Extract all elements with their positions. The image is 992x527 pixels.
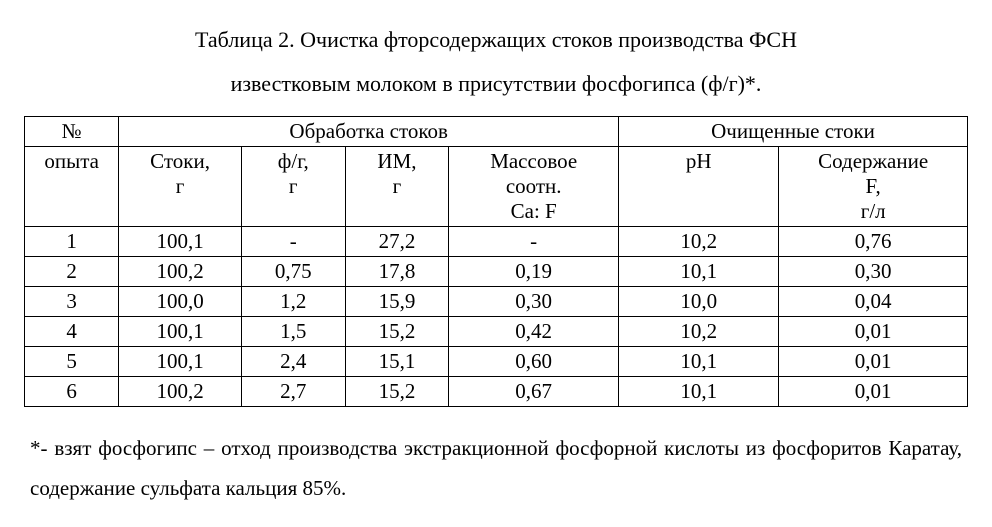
- cell-n: 5: [25, 347, 119, 377]
- hdr-col-d-l3: Ca: F: [511, 199, 557, 223]
- hdr-treatment: Обработка стоков: [119, 117, 619, 147]
- cell-b: 1,5: [241, 317, 345, 347]
- cell-b: 0,75: [241, 257, 345, 287]
- footnote: *- взят фосфогипс – отход производства э…: [24, 429, 968, 509]
- table-row: 3 100,0 1,2 15,9 0,30 10,0 0,04: [25, 287, 968, 317]
- cell-n: 4: [25, 317, 119, 347]
- table-row: 6 100,2 2,7 15,2 0,67 10,1 0,01: [25, 377, 968, 407]
- cell-e: 10,2: [619, 317, 779, 347]
- hdr-col-d-l1: Массовое: [490, 149, 577, 173]
- table-row: 5 100,1 2,4 15,1 0,60 10,1 0,01: [25, 347, 968, 377]
- cell-d: 0,19: [449, 257, 619, 287]
- hdr-col-f-l1: Содержание: [818, 149, 928, 173]
- header-row-2: опыта Стоки, г ф/г, г ИМ, г Массовое соо…: [25, 147, 968, 227]
- cell-e: 10,2: [619, 227, 779, 257]
- hdr-exp-no-1: №: [25, 117, 119, 147]
- cell-n: 6: [25, 377, 119, 407]
- cell-c: 17,8: [345, 257, 449, 287]
- cell-d: -: [449, 227, 619, 257]
- cell-e: 10,1: [619, 347, 779, 377]
- cell-a: 100,1: [119, 317, 242, 347]
- cell-b: 2,4: [241, 347, 345, 377]
- cell-f: 0,04: [779, 287, 968, 317]
- hdr-col-f: Содержание F, г/л: [779, 147, 968, 227]
- title-line-1: Таблица 2. Очистка фторсодержащих стоков…: [195, 27, 797, 52]
- cell-a: 100,2: [119, 257, 242, 287]
- cell-e: 10,1: [619, 377, 779, 407]
- hdr-col-b: ф/г, г: [241, 147, 345, 227]
- hdr-col-e: pH: [619, 147, 779, 227]
- cell-n: 1: [25, 227, 119, 257]
- hdr-col-a-l2: г: [176, 174, 185, 198]
- cell-e: 10,0: [619, 287, 779, 317]
- cell-d: 0,60: [449, 347, 619, 377]
- cell-c: 15,9: [345, 287, 449, 317]
- cell-a: 100,0: [119, 287, 242, 317]
- cell-n: 3: [25, 287, 119, 317]
- hdr-col-f-l3: г/л: [861, 199, 886, 223]
- hdr-col-d-l2: соотн.: [506, 174, 562, 198]
- hdr-col-d: Массовое соотн. Ca: F: [449, 147, 619, 227]
- table-row: 2 100,2 0,75 17,8 0,19 10,1 0,30: [25, 257, 968, 287]
- hdr-purified: Очищенные стоки: [619, 117, 968, 147]
- cell-a: 100,1: [119, 227, 242, 257]
- hdr-col-b-l1: ф/г,: [278, 149, 309, 173]
- hdr-col-e-l1: pH: [686, 149, 712, 173]
- hdr-col-c-l1: ИМ,: [377, 149, 416, 173]
- cell-e: 10,1: [619, 257, 779, 287]
- hdr-col-a-l1: Стоки,: [150, 149, 210, 173]
- table-row: 1 100,1 - 27,2 - 10,2 0,76: [25, 227, 968, 257]
- cell-b: 1,2: [241, 287, 345, 317]
- hdr-col-c-l2: г: [393, 174, 402, 198]
- table-title: Таблица 2. Очистка фторсодержащих стоков…: [24, 18, 968, 106]
- cell-f: 0,30: [779, 257, 968, 287]
- hdr-col-b-l2: г: [289, 174, 298, 198]
- cell-b: 2,7: [241, 377, 345, 407]
- cell-c: 15,2: [345, 317, 449, 347]
- cell-d: 0,30: [449, 287, 619, 317]
- hdr-col-f-l2: F,: [866, 174, 881, 198]
- cell-a: 100,2: [119, 377, 242, 407]
- hdr-col-c: ИМ, г: [345, 147, 449, 227]
- cell-d: 0,67: [449, 377, 619, 407]
- cell-c: 15,1: [345, 347, 449, 377]
- cell-d: 0,42: [449, 317, 619, 347]
- cell-f: 0,01: [779, 347, 968, 377]
- table-body: 1 100,1 - 27,2 - 10,2 0,76 2 100,2 0,75 …: [25, 227, 968, 407]
- table-row: 4 100,1 1,5 15,2 0,42 10,2 0,01: [25, 317, 968, 347]
- hdr-col-a: Стоки, г: [119, 147, 242, 227]
- title-line-2: известковым молоком в присутствии фосфог…: [231, 71, 762, 96]
- cell-f: 0,76: [779, 227, 968, 257]
- cell-c: 15,2: [345, 377, 449, 407]
- cell-c: 27,2: [345, 227, 449, 257]
- cell-f: 0,01: [779, 377, 968, 407]
- cell-a: 100,1: [119, 347, 242, 377]
- cell-b: -: [241, 227, 345, 257]
- cell-f: 0,01: [779, 317, 968, 347]
- hdr-exp-no-2: опыта: [25, 147, 119, 227]
- cell-n: 2: [25, 257, 119, 287]
- data-table: № Обработка стоков Очищенные стоки опыта…: [24, 116, 968, 407]
- header-row-1: № Обработка стоков Очищенные стоки: [25, 117, 968, 147]
